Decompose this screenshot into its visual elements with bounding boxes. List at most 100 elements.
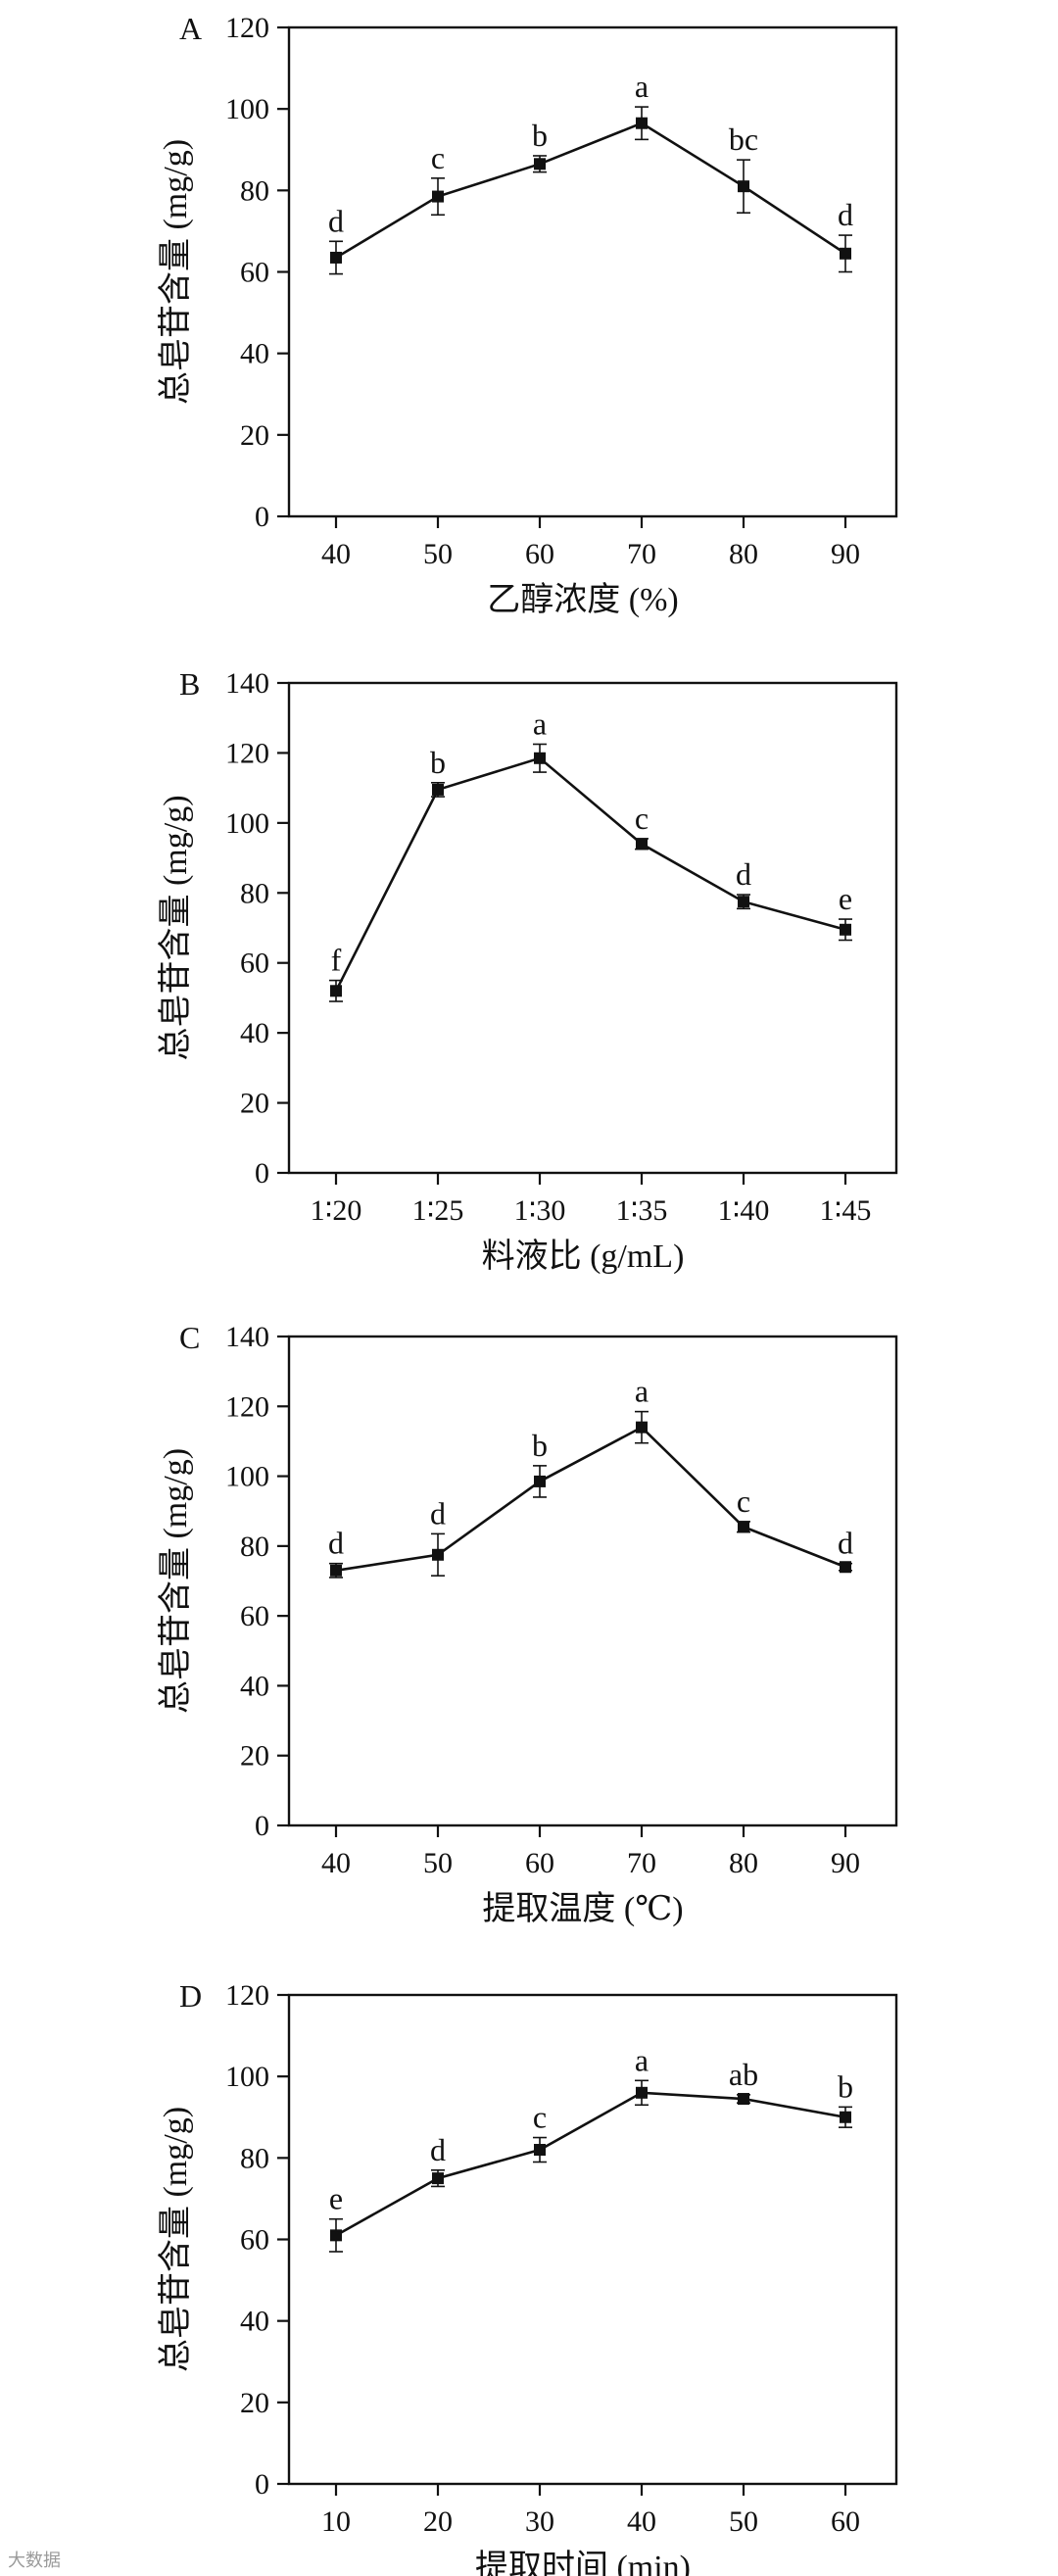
significance-label: d (430, 1495, 446, 1531)
data-point (636, 117, 648, 129)
data-point (432, 190, 444, 203)
plot-frame (287, 1993, 898, 2486)
x-tick-label: 60 (831, 2505, 860, 2538)
panel-label: B (179, 666, 200, 702)
x-tick-label: 1∶30 (514, 1194, 566, 1227)
chart-panel-C: C 0 20 40 60 80 100 120 140 40 50 60 70 80 90 提取温度 (℃) 总… (157, 1320, 898, 1927)
x-tick-label: 80 (729, 1847, 758, 1879)
significance-label: d (838, 1526, 853, 1561)
x-axis-title: 料液比 (g/mL) (482, 1238, 685, 1275)
y-tick-label: 40 (240, 2306, 269, 2338)
chart-panel-B: B 0 20 40 60 80 100 120 140 1∶20 1∶25 1∶30 1∶35 1∶40 1… (157, 666, 898, 1275)
significance-label: c (533, 2100, 547, 2135)
y-tick-label: 20 (240, 2387, 269, 2419)
data-point (636, 838, 648, 851)
x-tick-label: 1∶40 (718, 1194, 770, 1227)
y-tick-label: 0 (255, 501, 269, 533)
y-tick-label: 80 (240, 1531, 269, 1563)
data-point (432, 1548, 444, 1561)
significance-label: a (635, 69, 649, 104)
data-point (636, 2086, 648, 2099)
y-tick-label: 120 (225, 12, 269, 44)
x-axis-title: 提取温度 (℃) (482, 1890, 683, 1927)
y-axis-title: 总皂苷含量 (mg/g) (157, 139, 194, 405)
series-line (335, 1426, 846, 1573)
y-tick-label: 140 (225, 667, 269, 700)
y-axis-title: 总皂苷含量 (mg/g) (157, 795, 194, 1060)
x-tick-label: 30 (525, 2505, 554, 2538)
y-tick-label: 40 (240, 338, 269, 370)
plot-frame (287, 1335, 898, 1827)
y-axis-title: 总皂苷含量 (mg/g) (157, 2107, 194, 2372)
data-point (330, 1564, 342, 1577)
y-tick-label: 0 (255, 2468, 269, 2501)
significance-label: a (635, 2042, 649, 2077)
significance-label: d (328, 203, 344, 238)
significance-label: c (737, 1483, 750, 1519)
significance-label: b (430, 745, 446, 780)
y-tick-label: 80 (240, 877, 269, 909)
y-tick-label: 60 (240, 2224, 269, 2257)
significance-label: d (736, 856, 751, 892)
y-tick-label: 120 (225, 1979, 269, 2012)
significance-label: b (532, 1428, 548, 1463)
data-point (738, 896, 749, 908)
data-point (534, 2144, 546, 2157)
y-tick-label: 140 (225, 1321, 269, 1353)
x-tick-label: 80 (729, 538, 758, 570)
panel-label: C (179, 1320, 200, 1355)
data-point (534, 158, 546, 170)
chart-panel-A: A 0 20 40 60 80 100 120 40 50 60 70 80 90 乙醇浓度 (%) 总皂苷含… (157, 11, 898, 618)
x-tick-label: 90 (831, 538, 860, 570)
significance-label: b (532, 118, 548, 153)
x-tick-label: 10 (321, 2505, 351, 2538)
panel-label: D (179, 1978, 202, 2014)
data-point (534, 752, 546, 764)
significance-label: bc (729, 122, 758, 157)
x-tick-label: 70 (627, 1847, 656, 1879)
data-point (432, 2172, 444, 2185)
y-tick-label: 100 (225, 2061, 269, 2093)
significance-label: c (431, 140, 445, 175)
data-point (330, 985, 342, 997)
significance-label: d (430, 2132, 446, 2167)
series-line (335, 122, 846, 260)
y-tick-label: 100 (225, 1461, 269, 1493)
x-tick-label: 40 (321, 1847, 351, 1879)
y-tick-label: 0 (255, 1810, 269, 1842)
significance-label: ab (729, 2057, 758, 2092)
data-point (330, 251, 342, 264)
x-tick-label: 60 (525, 1847, 554, 1879)
x-axis-title: 乙醇浓度 (%) (487, 581, 678, 618)
y-tick-label: 120 (225, 1390, 269, 1423)
data-point (432, 783, 444, 796)
y-tick-label: 60 (240, 1600, 269, 1632)
x-tick-label: 1∶45 (820, 1194, 872, 1227)
significance-label: d (328, 1526, 344, 1561)
data-point (636, 1421, 648, 1434)
data-point (738, 2093, 749, 2106)
y-tick-label: 40 (240, 1670, 269, 1702)
y-tick-label: 80 (240, 2142, 269, 2174)
y-tick-label: 20 (240, 419, 269, 452)
y-tick-label: 60 (240, 948, 269, 980)
y-tick-label: 0 (255, 1157, 269, 1190)
x-tick-label: 90 (831, 1847, 860, 1879)
data-point (738, 1521, 749, 1533)
y-tick-label: 60 (240, 257, 269, 289)
significance-label: e (839, 881, 852, 916)
y-tick-label: 100 (225, 807, 269, 840)
data-point (840, 1561, 851, 1574)
y-axis-title: 总皂苷含量 (mg/g) (157, 1448, 194, 1714)
x-tick-label: 40 (321, 538, 351, 570)
significance-label: e (329, 2181, 343, 2216)
series-line (335, 2091, 846, 2237)
x-axis-title: 提取时间 (min) (475, 2549, 691, 2576)
data-point (738, 180, 749, 193)
x-tick-label: 50 (729, 2505, 758, 2538)
significance-label: a (635, 1374, 649, 1409)
data-point (534, 1475, 546, 1487)
x-tick-label: 1∶20 (311, 1194, 362, 1227)
data-point (840, 2111, 851, 2123)
